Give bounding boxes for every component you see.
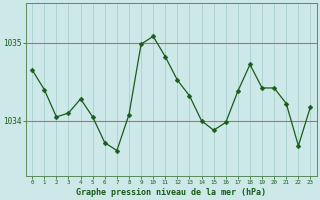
X-axis label: Graphe pression niveau de la mer (hPa): Graphe pression niveau de la mer (hPa): [76, 188, 266, 197]
